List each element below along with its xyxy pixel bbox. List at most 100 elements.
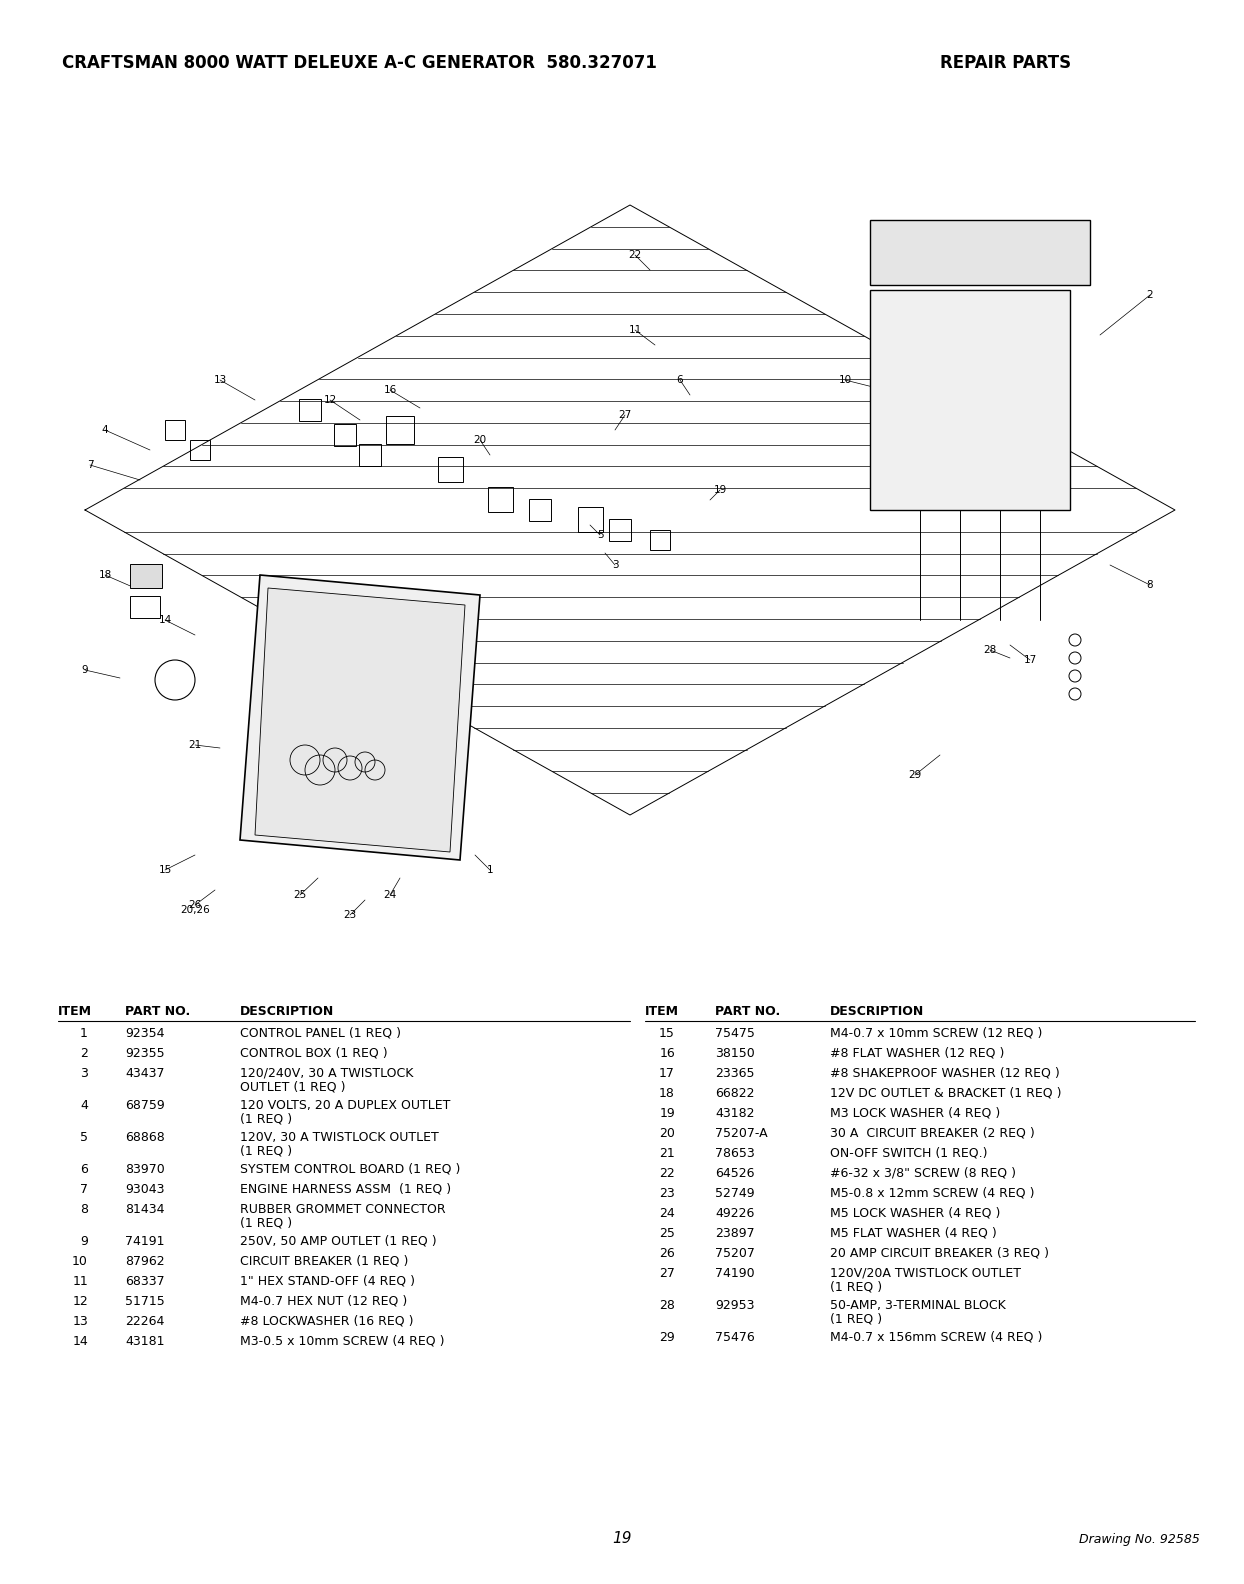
Text: ITEM: ITEM [644, 1004, 679, 1019]
Text: 16: 16 [659, 1047, 675, 1060]
Text: 13: 13 [72, 1315, 88, 1327]
Text: M4-0.7 x 10mm SCREW (12 REQ ): M4-0.7 x 10mm SCREW (12 REQ ) [830, 1026, 1042, 1041]
Text: DESCRIPTION: DESCRIPTION [240, 1004, 335, 1019]
Text: 12V DC OUTLET & BRACKET (1 REQ ): 12V DC OUTLET & BRACKET (1 REQ ) [830, 1087, 1061, 1099]
Text: 22264: 22264 [124, 1315, 164, 1327]
Text: 22: 22 [628, 250, 642, 260]
Text: 11: 11 [72, 1275, 88, 1288]
Text: 50-AMP, 3-TERMINAL BLOCK: 50-AMP, 3-TERMINAL BLOCK [830, 1299, 1005, 1312]
Text: 78653: 78653 [715, 1147, 755, 1159]
Text: (1 REQ ): (1 REQ ) [240, 1114, 292, 1126]
Text: 120V/20A TWISTLOCK OUTLET: 120V/20A TWISTLOCK OUTLET [830, 1267, 1021, 1280]
Text: 120/240V, 30 A TWISTLOCK: 120/240V, 30 A TWISTLOCK [240, 1068, 413, 1080]
Polygon shape [85, 204, 1176, 816]
Text: M5 LOCK WASHER (4 REQ ): M5 LOCK WASHER (4 REQ ) [830, 1207, 1000, 1220]
Text: 5: 5 [80, 1131, 88, 1144]
Bar [190, 440, 210, 459]
Text: 23365: 23365 [715, 1068, 755, 1080]
Text: 5: 5 [597, 531, 603, 540]
Text: 17: 17 [1024, 656, 1036, 665]
Text: 250V, 50 AMP OUTLET (1 REQ ): 250V, 50 AMP OUTLET (1 REQ ) [240, 1236, 437, 1248]
Text: 49226: 49226 [715, 1207, 754, 1220]
Text: 29: 29 [659, 1331, 675, 1343]
Text: 7: 7 [80, 1183, 88, 1196]
Text: 14: 14 [158, 615, 172, 626]
Text: ENGINE HARNESS ASSM  (1 REQ ): ENGINE HARNESS ASSM (1 REQ ) [240, 1183, 452, 1196]
Text: 1: 1 [486, 865, 494, 874]
Bar [360, 444, 381, 466]
Text: 20 AMP CIRCUIT BREAKER (3 REQ ): 20 AMP CIRCUIT BREAKER (3 REQ ) [830, 1247, 1049, 1259]
Text: 83970: 83970 [124, 1163, 164, 1175]
Text: 19: 19 [713, 485, 726, 494]
Text: #8 LOCKWASHER (16 REQ ): #8 LOCKWASHER (16 REQ ) [240, 1315, 413, 1327]
Text: CONTROL BOX (1 REQ ): CONTROL BOX (1 REQ ) [240, 1047, 388, 1060]
Text: 93043: 93043 [124, 1183, 164, 1196]
Text: 21: 21 [659, 1147, 675, 1159]
Text: 9: 9 [82, 665, 88, 675]
Text: 1: 1 [80, 1026, 88, 1041]
Text: 75476: 75476 [715, 1331, 755, 1343]
Text: M4-0.7 x 156mm SCREW (4 REQ ): M4-0.7 x 156mm SCREW (4 REQ ) [830, 1331, 1042, 1343]
Text: 23: 23 [659, 1186, 675, 1201]
Bar [488, 486, 513, 512]
Text: 3: 3 [80, 1068, 88, 1080]
Text: 92354: 92354 [124, 1026, 164, 1041]
Text: REPAIR PARTS: REPAIR PARTS [940, 54, 1071, 71]
Bar [610, 520, 631, 542]
Text: 66822: 66822 [715, 1087, 755, 1099]
Bar [131, 596, 160, 618]
Text: 6: 6 [80, 1163, 88, 1175]
Text: 4: 4 [80, 1099, 88, 1112]
Text: M3 LOCK WASHER (4 REQ ): M3 LOCK WASHER (4 REQ ) [830, 1107, 1000, 1120]
Text: 8: 8 [80, 1202, 88, 1217]
Text: #6-32 x 3/8" SCREW (8 REQ ): #6-32 x 3/8" SCREW (8 REQ ) [830, 1167, 1016, 1180]
Text: 27: 27 [659, 1267, 675, 1280]
Text: 25: 25 [294, 890, 306, 900]
Text: RUBBER GROMMET CONNECTOR: RUBBER GROMMET CONNECTOR [240, 1202, 445, 1217]
Text: 28: 28 [983, 645, 996, 656]
Text: 18: 18 [98, 570, 112, 580]
Text: 120V, 30 A TWISTLOCK OUTLET: 120V, 30 A TWISTLOCK OUTLET [240, 1131, 439, 1144]
Text: 87962: 87962 [124, 1255, 164, 1269]
Text: 74191: 74191 [124, 1236, 164, 1248]
Text: 26: 26 [188, 900, 202, 909]
Text: 9: 9 [80, 1236, 88, 1248]
Text: 8: 8 [1147, 580, 1153, 589]
Polygon shape [870, 220, 1090, 285]
Bar [386, 417, 414, 444]
Text: ON-OFF SWITCH (1 REQ.): ON-OFF SWITCH (1 REQ.) [830, 1147, 988, 1159]
Text: CRAFTSMAN 8000 WATT DELEUXE A-C GENERATOR  580.327071: CRAFTSMAN 8000 WATT DELEUXE A-C GENERATO… [62, 54, 657, 71]
Text: ITEM: ITEM [58, 1004, 92, 1019]
Text: 23: 23 [343, 909, 357, 920]
Text: 4: 4 [102, 425, 108, 436]
Text: #8 SHAKEPROOF WASHER (12 REQ ): #8 SHAKEPROOF WASHER (12 REQ ) [830, 1068, 1060, 1080]
Text: (1 REQ ): (1 REQ ) [830, 1313, 882, 1326]
Text: 7: 7 [87, 459, 93, 470]
Text: 6: 6 [677, 375, 683, 385]
Text: 21: 21 [188, 740, 202, 749]
Text: 16: 16 [383, 385, 397, 394]
Text: 15: 15 [659, 1026, 675, 1041]
Bar [299, 399, 321, 421]
Text: 3: 3 [612, 561, 618, 570]
Text: 43182: 43182 [715, 1107, 755, 1120]
Text: 75207: 75207 [715, 1247, 755, 1259]
Text: 25: 25 [659, 1228, 675, 1240]
Text: 68868: 68868 [124, 1131, 164, 1144]
Text: 29: 29 [908, 770, 922, 779]
Text: 64526: 64526 [715, 1167, 755, 1180]
Text: 75475: 75475 [715, 1026, 755, 1041]
Text: 52749: 52749 [715, 1186, 755, 1201]
Text: 68337: 68337 [124, 1275, 164, 1288]
Text: 51715: 51715 [124, 1296, 164, 1308]
Text: 15: 15 [158, 865, 172, 874]
Bar [529, 499, 551, 521]
Bar [333, 425, 356, 447]
Text: M5 FLAT WASHER (4 REQ ): M5 FLAT WASHER (4 REQ ) [830, 1228, 996, 1240]
Text: SYSTEM CONTROL BOARD (1 REQ ): SYSTEM CONTROL BOARD (1 REQ ) [240, 1163, 460, 1175]
Text: DESCRIPTION: DESCRIPTION [830, 1004, 924, 1019]
Text: #8 FLAT WASHER (12 REQ ): #8 FLAT WASHER (12 REQ ) [830, 1047, 1004, 1060]
Bar [651, 531, 671, 550]
Polygon shape [870, 290, 1070, 510]
Text: 10: 10 [838, 375, 852, 385]
